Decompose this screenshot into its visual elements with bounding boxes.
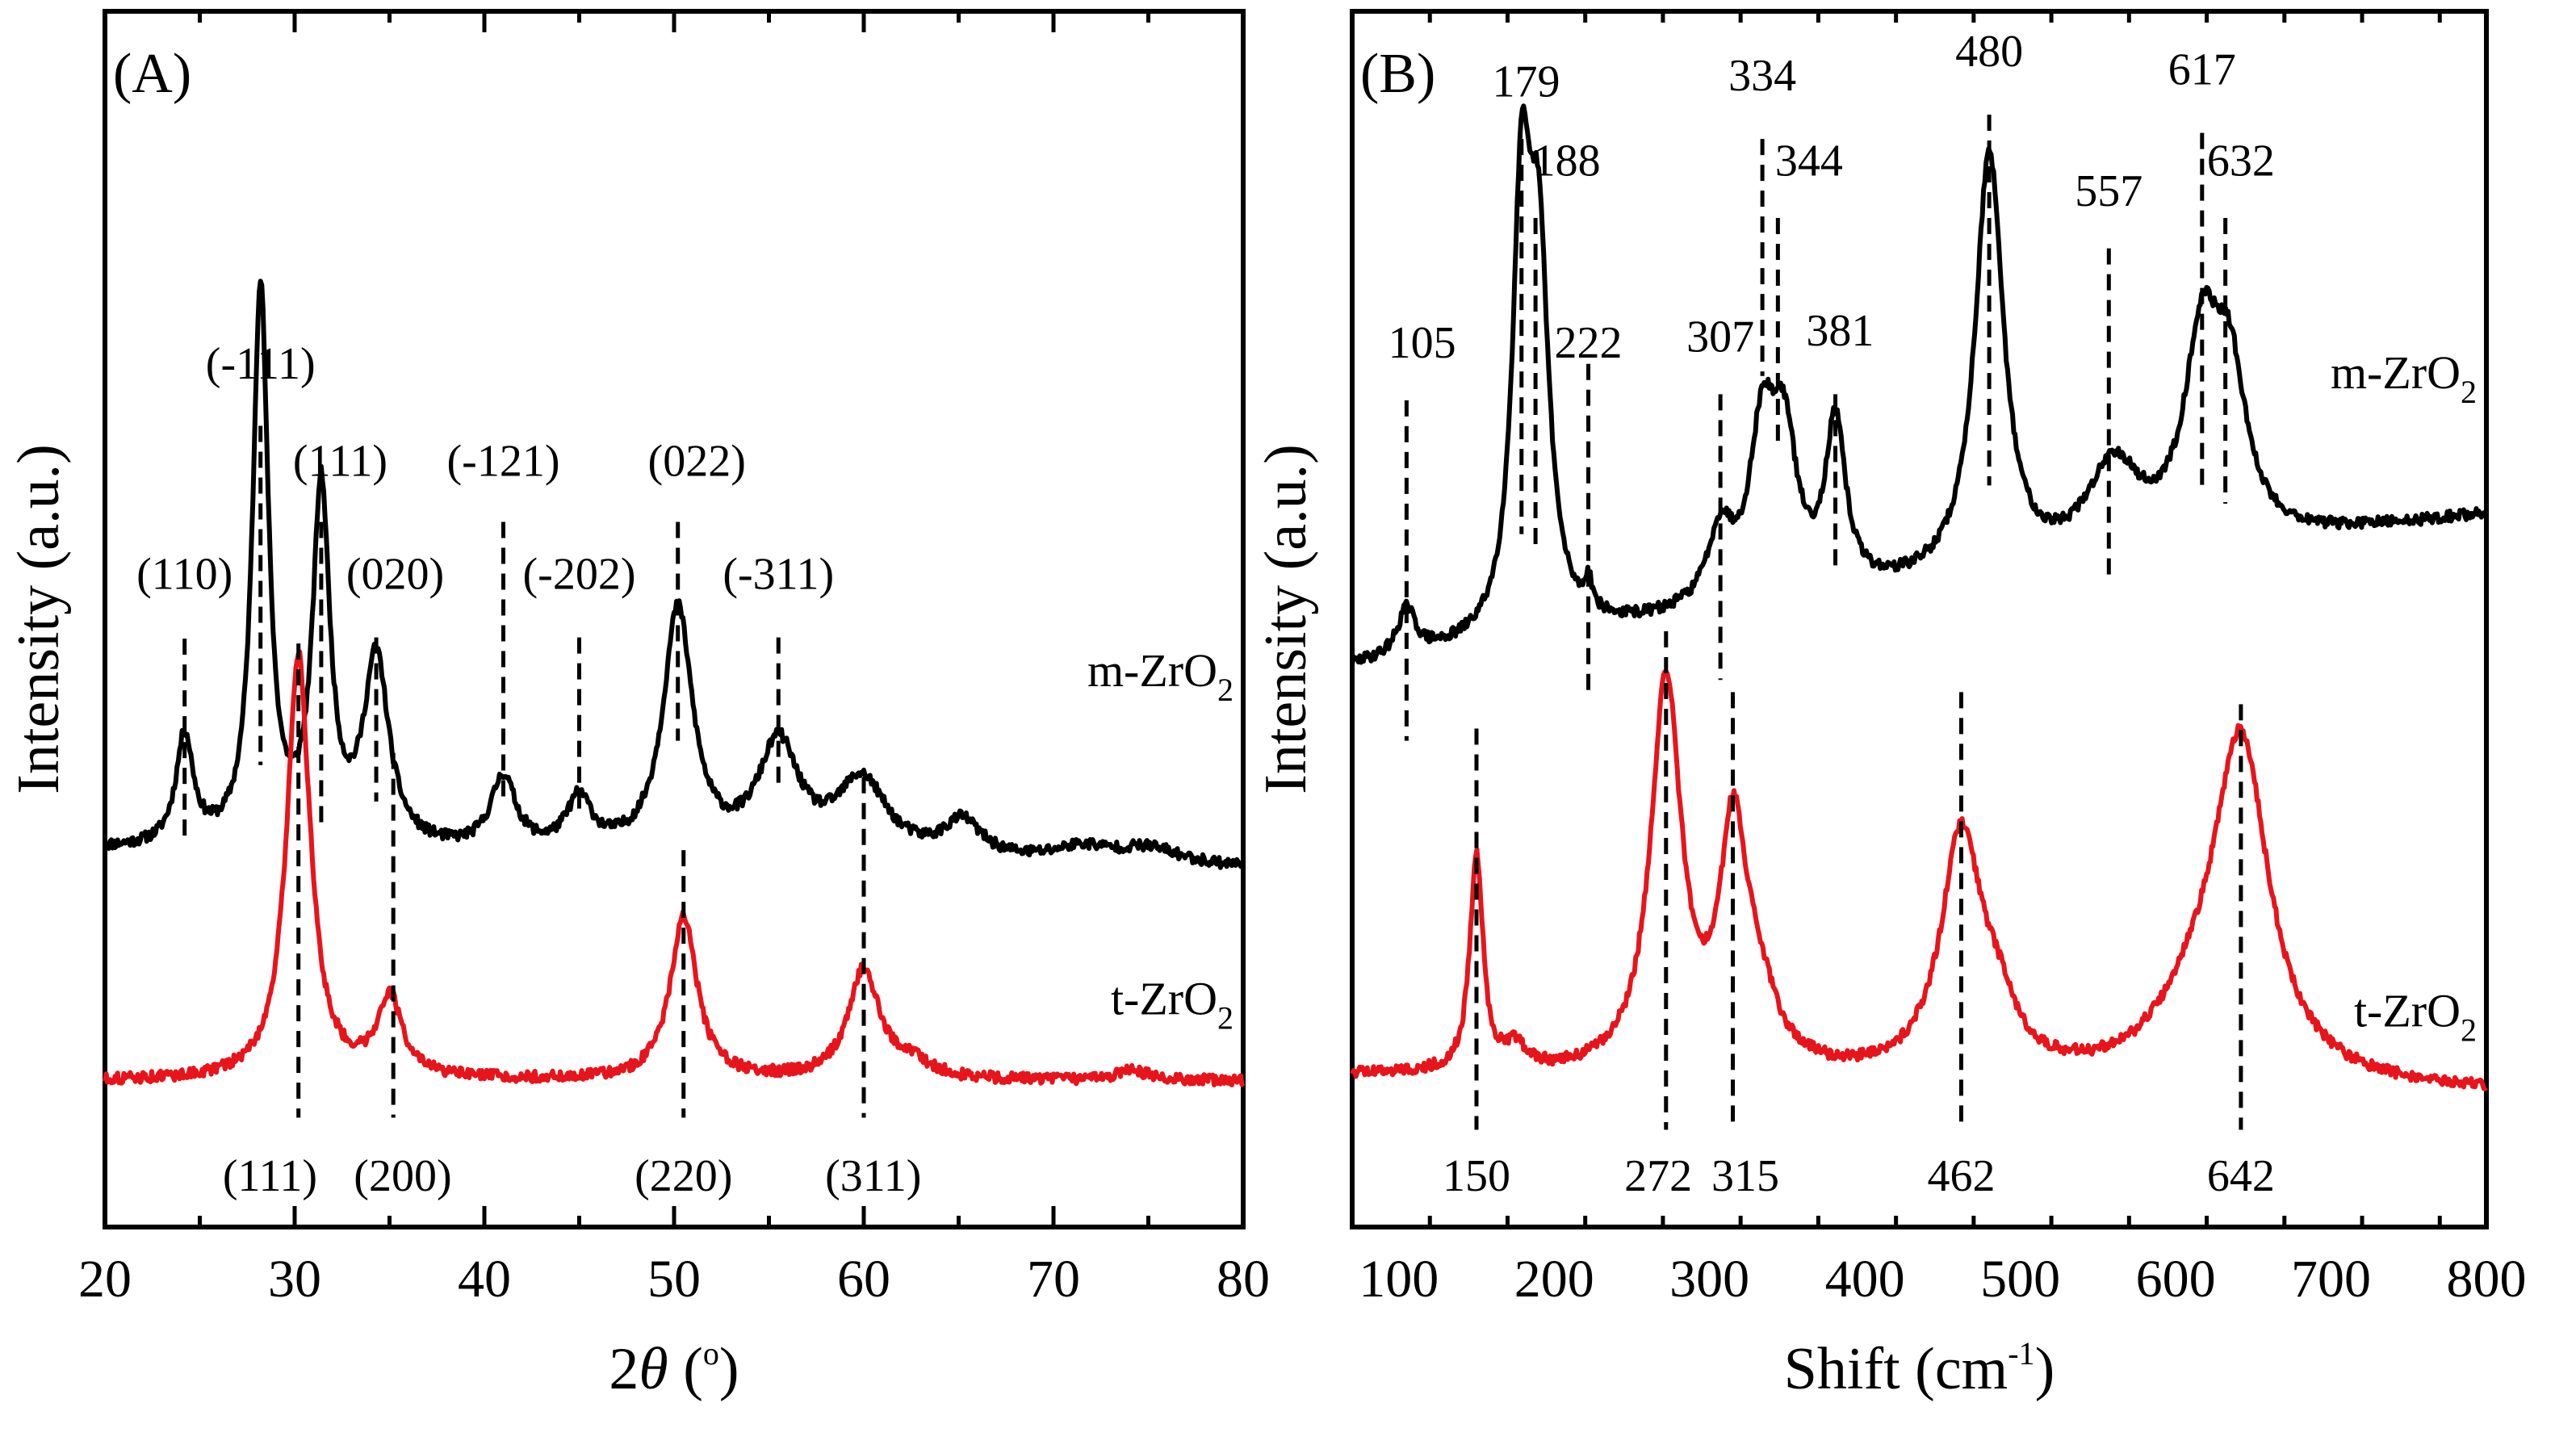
panel-label: (B) bbox=[1360, 43, 1435, 105]
peak-label: 334 bbox=[1728, 51, 1796, 101]
peak-label: 105 bbox=[1389, 318, 1456, 368]
x-tick-label: 60 bbox=[837, 1250, 890, 1309]
peak-label: (-202) bbox=[523, 549, 636, 599]
peak-label: 179 bbox=[1493, 57, 1560, 107]
peak-label: (-121) bbox=[447, 436, 560, 486]
series-name-label: t-ZrO2 bbox=[1111, 972, 1234, 1036]
x-tick-label: 600 bbox=[2136, 1250, 2216, 1309]
series-line-m-zro2 bbox=[103, 279, 1246, 870]
peak-label: 642 bbox=[2207, 1151, 2275, 1201]
panel-a: 20 30 40 50 60 70 80 Intensity (a.u.) 2θ (o) (A) (… bbox=[6, 9, 1270, 1402]
peak-label: 480 bbox=[1955, 27, 2023, 77]
x-axis-title: 2θ (o) bbox=[609, 1335, 739, 1402]
peak-label: 344 bbox=[1775, 136, 1843, 186]
peak-label: (311) bbox=[825, 1151, 921, 1201]
peak-label: (-111) bbox=[206, 339, 316, 389]
peak-label: 462 bbox=[1927, 1151, 1995, 1201]
series-line-t-zro2 bbox=[1350, 668, 2489, 1091]
series-line-t-zro2 bbox=[103, 649, 1246, 1087]
peak-label: 307 bbox=[1686, 312, 1754, 362]
x-tick-label: 20 bbox=[78, 1250, 132, 1309]
x-tick-label: 70 bbox=[1027, 1250, 1080, 1309]
y-axis-title: Intensity (a.u.) bbox=[1253, 444, 1319, 794]
x-tick-label: 80 bbox=[1217, 1250, 1270, 1309]
peak-label: 188 bbox=[1533, 136, 1601, 186]
peak-label: 222 bbox=[1555, 318, 1623, 368]
series-name-label: m-ZrO2 bbox=[1087, 644, 1234, 708]
peak-label: (220) bbox=[635, 1151, 732, 1201]
x-tick-label: 300 bbox=[1669, 1250, 1749, 1309]
peak-label: (022) bbox=[648, 436, 746, 486]
x-tick-label: 700 bbox=[2291, 1250, 2371, 1309]
x-tick-label: 200 bbox=[1514, 1250, 1594, 1309]
x-tick-label: 800 bbox=[2447, 1250, 2527, 1309]
panel-label: (A) bbox=[113, 43, 191, 105]
plot-frame bbox=[1350, 9, 2489, 1229]
peak-label: 617 bbox=[2168, 44, 2236, 94]
peak-label: 315 bbox=[1711, 1151, 1779, 1201]
series-name-label: m-ZrO2 bbox=[2331, 346, 2477, 410]
x-tick-label: 50 bbox=[647, 1250, 701, 1309]
peak-label: 557 bbox=[2075, 166, 2142, 216]
panel-b: 100 200 300 400 500 600 700 800 Intensity (a.u.)… bbox=[1253, 9, 2527, 1402]
x-tick-label: 100 bbox=[1359, 1250, 1439, 1309]
x-tick-label: 500 bbox=[1980, 1250, 2060, 1309]
peak-label: 381 bbox=[1806, 306, 1874, 356]
peak-label: (200) bbox=[354, 1151, 451, 1201]
x-tick-label: 400 bbox=[1825, 1250, 1905, 1309]
y-axis-title: Intensity (a.u.) bbox=[6, 444, 72, 794]
peak-label: 150 bbox=[1443, 1151, 1510, 1201]
x-tick-label: 40 bbox=[458, 1250, 511, 1309]
peak-label: 272 bbox=[1624, 1151, 1692, 1201]
peak-label: (111) bbox=[223, 1151, 317, 1201]
x-axis-title: Shift (cm-1) bbox=[1784, 1335, 2055, 1402]
peak-label: (020) bbox=[346, 549, 444, 599]
x-tick-label: 30 bbox=[268, 1250, 321, 1309]
peak-label: (-311) bbox=[723, 549, 834, 599]
series-line-m-zro2 bbox=[1350, 103, 2489, 665]
peak-label: (111) bbox=[293, 436, 387, 486]
peak-label: 632 bbox=[2207, 136, 2275, 186]
series-name-label: t-ZrO2 bbox=[2354, 985, 2477, 1049]
peak-label: (110) bbox=[136, 549, 232, 599]
